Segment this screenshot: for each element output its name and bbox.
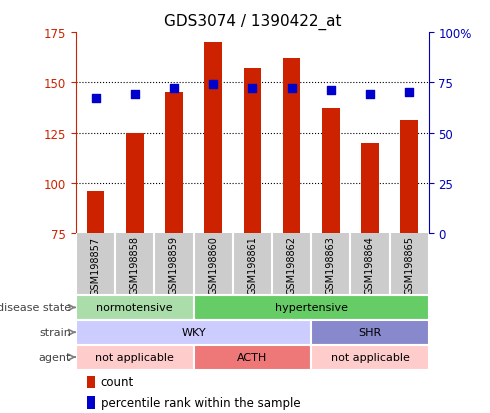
Point — [405, 90, 413, 96]
Text: GSM198864: GSM198864 — [365, 236, 375, 294]
Point — [131, 92, 139, 98]
Bar — [400, 121, 418, 233]
Bar — [76, 295, 194, 320]
Text: agent: agent — [39, 352, 71, 362]
Bar — [322, 109, 340, 233]
Text: strain: strain — [39, 328, 71, 337]
Bar — [87, 376, 96, 388]
Text: GSM198857: GSM198857 — [91, 236, 100, 295]
Bar — [244, 69, 261, 233]
Bar — [76, 345, 194, 370]
Bar — [126, 133, 144, 233]
Bar — [311, 320, 429, 345]
Text: WKY: WKY — [181, 328, 206, 337]
Point — [288, 86, 295, 93]
Bar — [165, 93, 183, 233]
Text: not applicable: not applicable — [331, 352, 409, 362]
Text: disease state: disease state — [0, 303, 71, 313]
Point — [327, 88, 335, 95]
Text: hypertensive: hypertensive — [275, 303, 347, 313]
Text: not applicable: not applicable — [96, 352, 174, 362]
Text: normotensive: normotensive — [97, 303, 173, 313]
Text: GSM198863: GSM198863 — [326, 236, 336, 294]
Point — [209, 82, 217, 88]
Text: count: count — [100, 375, 134, 388]
Text: GSM198858: GSM198858 — [130, 236, 140, 295]
Text: GSM198862: GSM198862 — [287, 236, 296, 295]
Point — [92, 96, 99, 102]
Bar — [87, 191, 104, 233]
Point — [170, 86, 178, 93]
Bar — [204, 43, 222, 233]
Bar — [76, 320, 311, 345]
Text: GSM198861: GSM198861 — [247, 236, 257, 294]
Bar — [194, 345, 311, 370]
Text: GSM198865: GSM198865 — [404, 236, 414, 295]
Text: GSM198860: GSM198860 — [208, 236, 218, 294]
Bar — [361, 143, 379, 233]
Text: SHR: SHR — [358, 328, 382, 337]
Bar — [283, 59, 300, 233]
Bar — [194, 295, 429, 320]
Text: percentile rank within the sample: percentile rank within the sample — [100, 396, 300, 409]
Text: GSM198859: GSM198859 — [169, 236, 179, 295]
Bar — [311, 345, 429, 370]
Text: ACTH: ACTH — [237, 352, 268, 362]
Title: GDS3074 / 1390422_at: GDS3074 / 1390422_at — [164, 14, 341, 30]
Point — [248, 86, 256, 93]
Bar — [87, 396, 96, 409]
Point — [366, 92, 374, 98]
